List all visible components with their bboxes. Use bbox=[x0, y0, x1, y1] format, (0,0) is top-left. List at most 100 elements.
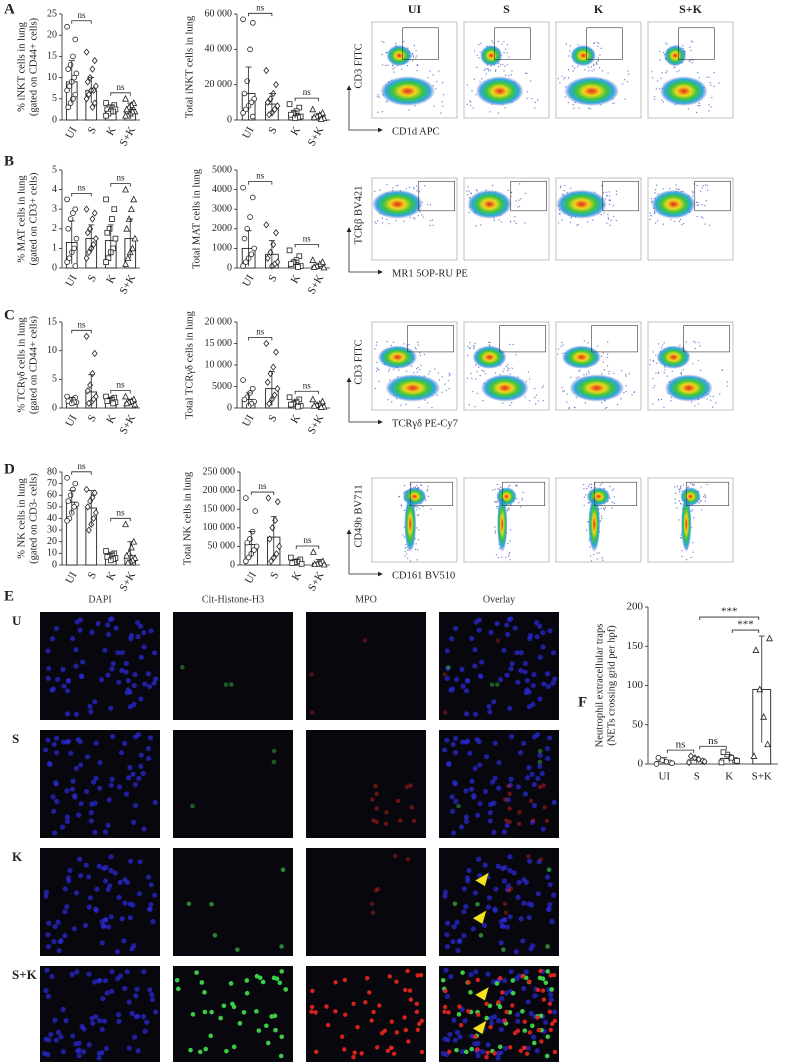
cell bbox=[508, 776, 514, 782]
flow-event bbox=[606, 222, 608, 224]
cell bbox=[472, 647, 478, 653]
error-bar bbox=[88, 490, 95, 526]
data-point bbox=[295, 264, 301, 270]
cell bbox=[489, 1020, 495, 1026]
x-tick-label: S bbox=[266, 413, 279, 424]
error-bar bbox=[315, 403, 322, 408]
microscopy-image bbox=[173, 612, 293, 720]
flow-event bbox=[706, 483, 708, 486]
flow-event bbox=[560, 345, 562, 347]
data-point bbox=[124, 254, 132, 262]
cell bbox=[149, 996, 156, 1003]
flow-event bbox=[597, 60, 599, 62]
cell bbox=[522, 791, 529, 797]
cell bbox=[531, 781, 538, 788]
flow-event bbox=[376, 95, 379, 98]
cell bbox=[444, 993, 451, 999]
cell bbox=[537, 654, 543, 660]
flow-event bbox=[681, 555, 683, 558]
data-point bbox=[273, 229, 279, 237]
flow-event bbox=[696, 201, 698, 203]
flow-event bbox=[559, 186, 561, 189]
cell bbox=[498, 940, 504, 946]
flow-event bbox=[429, 219, 432, 222]
flow-event bbox=[657, 343, 660, 345]
flow-event bbox=[680, 536, 682, 539]
flow-event bbox=[691, 41, 694, 43]
cell bbox=[145, 671, 152, 677]
flow-event bbox=[515, 200, 517, 202]
data-point bbox=[718, 759, 725, 766]
flow-event bbox=[697, 403, 700, 405]
cell bbox=[95, 620, 101, 627]
cell bbox=[77, 617, 83, 623]
y-tick-label: 10 000 bbox=[205, 359, 233, 370]
flow-event bbox=[508, 507, 510, 509]
flow-event bbox=[417, 341, 419, 343]
cell bbox=[333, 1009, 338, 1014]
flow-event bbox=[698, 502, 700, 504]
flow-event bbox=[398, 495, 401, 498]
flow-event bbox=[510, 74, 513, 76]
flow-event bbox=[623, 392, 625, 394]
cell bbox=[119, 667, 125, 674]
flow-event bbox=[566, 401, 568, 403]
cell bbox=[521, 1045, 527, 1051]
flow-event bbox=[468, 347, 471, 349]
cell bbox=[377, 1003, 382, 1008]
microscopy-image bbox=[40, 612, 160, 720]
flow-event bbox=[698, 77, 700, 79]
cell bbox=[537, 696, 543, 702]
flow-event bbox=[467, 354, 469, 356]
flow-event bbox=[666, 43, 668, 45]
cell bbox=[364, 975, 370, 981]
cell bbox=[501, 977, 508, 984]
flow-event bbox=[416, 484, 418, 487]
cell bbox=[527, 632, 534, 639]
cell bbox=[507, 705, 513, 711]
flow-event bbox=[486, 68, 488, 70]
flow-event bbox=[676, 485, 678, 488]
cell bbox=[86, 971, 92, 977]
cell bbox=[475, 901, 480, 907]
flow-event bbox=[604, 407, 607, 409]
significance-label: ns bbox=[256, 171, 265, 181]
flow-event bbox=[468, 190, 470, 192]
flow-event bbox=[418, 507, 421, 510]
flow-event bbox=[713, 85, 715, 88]
flow-event bbox=[607, 72, 609, 74]
flow-event bbox=[420, 364, 422, 367]
data-point bbox=[104, 229, 111, 236]
y-tick-label: 0 bbox=[52, 262, 57, 273]
flow-event bbox=[417, 539, 420, 541]
cell bbox=[50, 794, 56, 800]
cell bbox=[445, 1037, 451, 1043]
flow-event bbox=[691, 401, 693, 403]
data-point bbox=[131, 400, 139, 408]
cell bbox=[79, 1023, 85, 1030]
flow-event bbox=[713, 72, 715, 74]
cell bbox=[527, 858, 533, 864]
y-tick-label: 0 bbox=[227, 114, 232, 125]
cell bbox=[72, 794, 78, 800]
cell bbox=[221, 1003, 227, 1009]
flow-x-label: TCRγδ PE-Cy7 bbox=[392, 418, 458, 429]
flow-gate bbox=[683, 325, 730, 353]
y-tick-label: 5 bbox=[52, 93, 57, 104]
cell bbox=[279, 1034, 285, 1040]
cell bbox=[51, 741, 57, 748]
error-bar bbox=[293, 559, 300, 564]
flow-event bbox=[606, 406, 608, 409]
flow-event bbox=[400, 68, 403, 70]
cell bbox=[387, 974, 392, 979]
cell bbox=[521, 985, 527, 992]
flow-event bbox=[471, 377, 473, 380]
data-point bbox=[250, 20, 256, 26]
data-point bbox=[65, 226, 72, 232]
flow-event bbox=[706, 189, 709, 191]
flow-event bbox=[706, 185, 708, 187]
flow-event bbox=[692, 59, 694, 61]
cell bbox=[447, 1049, 452, 1055]
flow-event bbox=[704, 500, 706, 502]
cell bbox=[502, 1018, 507, 1023]
